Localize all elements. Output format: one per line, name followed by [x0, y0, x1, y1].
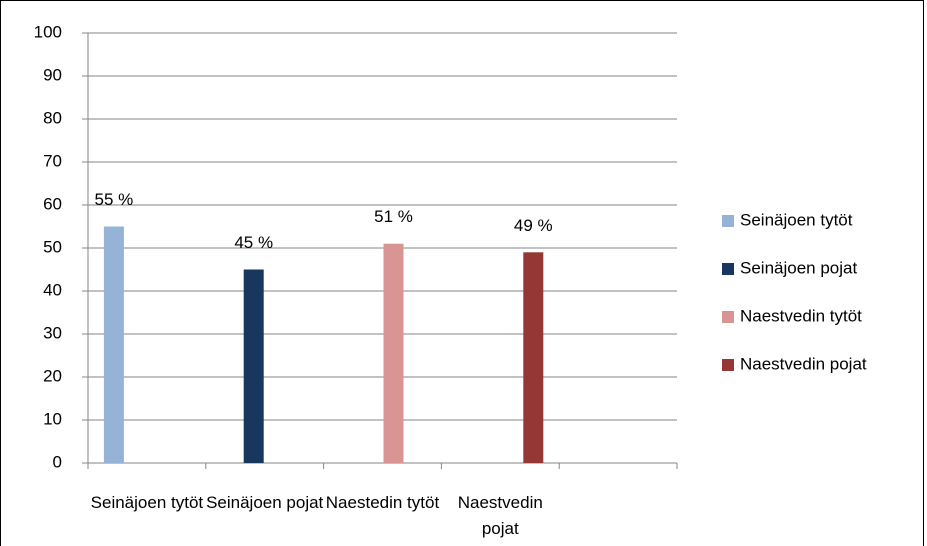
bar [523, 252, 544, 463]
value-label: 55 % [95, 190, 134, 209]
legend-label: Naestvedin pojat [740, 354, 867, 373]
y-tick-label: 60 [43, 194, 62, 213]
bar [243, 269, 264, 463]
legend-label: Seinäjoen pojat [740, 258, 857, 277]
legend-swatch [722, 359, 734, 371]
x-tick-label: Naestvedin pojat [457, 493, 543, 538]
legend-label: Seinäjoen tytöt [740, 210, 853, 229]
y-tick-label: 40 [43, 280, 62, 299]
value-label: 51 % [374, 207, 413, 226]
bar [103, 226, 124, 463]
bar [383, 243, 404, 463]
value-label: 45 % [234, 233, 273, 252]
y-tick-label: 50 [43, 237, 62, 256]
y-tick-label: 80 [43, 108, 62, 127]
y-tick-label: 90 [43, 65, 62, 84]
y-tick-label: 20 [43, 366, 62, 385]
legend-swatch [722, 311, 734, 323]
y-tick-label: 70 [43, 151, 62, 170]
y-tick-label: 100 [34, 22, 62, 41]
y-tick-label: 30 [43, 323, 62, 342]
legend-swatch [722, 263, 734, 275]
legend-label: Naestvedin tytöt [740, 306, 862, 325]
value-label: 49 % [514, 216, 553, 235]
x-tick-label: Seinäjoen pojat [206, 493, 324, 512]
x-tick-label: Seinäjoen tytöt [90, 493, 204, 512]
legend-swatch [722, 215, 734, 227]
x-tick-label: Naestedin tytöt [325, 493, 440, 512]
y-tick-label: 10 [43, 409, 62, 428]
y-tick-label: 0 [53, 452, 62, 471]
